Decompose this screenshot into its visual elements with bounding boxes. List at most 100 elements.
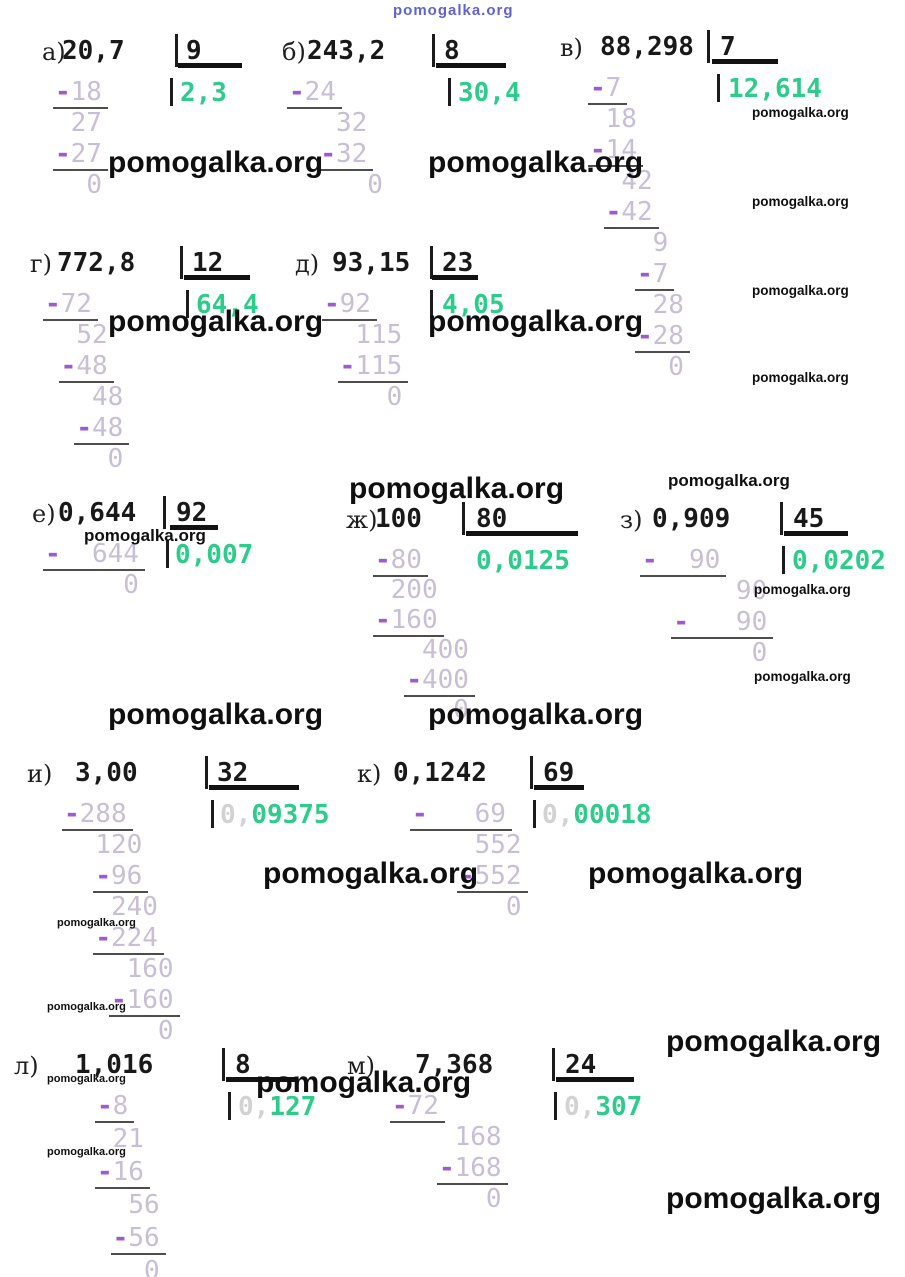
work-pad <box>322 320 353 350</box>
work-number: 42 <box>621 197 653 227</box>
work-number: 200 <box>390 575 438 605</box>
divisor: 9 <box>186 36 202 66</box>
minus-sign: - <box>110 985 127 1015</box>
work-number: 0 <box>505 892 522 922</box>
divisor-rule <box>178 63 242 68</box>
minus-sign: - <box>45 289 61 319</box>
work-number: 92 <box>339 289 371 319</box>
work-number: 28 <box>652 290 684 320</box>
work-row: -7 <box>588 260 675 291</box>
quotient-bar <box>717 74 720 102</box>
work-body: -400 <box>404 666 475 697</box>
work-number: 18 <box>605 104 637 134</box>
divisor: 7 <box>720 32 736 62</box>
work-pad <box>43 444 106 474</box>
work-row: 28 <box>588 291 690 320</box>
work-pad <box>588 197 604 227</box>
work-body: -18 <box>53 78 108 109</box>
quotient: 0,127 <box>238 1092 316 1122</box>
divisor-rule <box>466 531 578 536</box>
work-body: 52 <box>74 321 113 350</box>
work-pad <box>390 1122 453 1152</box>
work-pad <box>640 576 734 606</box>
work-body: -7 <box>588 73 628 105</box>
work-pad <box>588 352 666 382</box>
minus-sign: - <box>320 139 336 169</box>
work-row: 0 <box>390 1185 508 1214</box>
work-row: -72 <box>43 290 98 321</box>
divisor: 23 <box>442 248 474 278</box>
work-pad <box>43 413 74 443</box>
work-number: 644 <box>60 539 139 569</box>
work-number: 56 <box>128 1223 160 1253</box>
work-row: 168 <box>390 1123 508 1152</box>
watermark: pomogalka.org <box>256 1066 472 1099</box>
divisor-rule <box>712 59 778 64</box>
minus-sign: - <box>642 545 658 575</box>
work-body: 0 <box>666 353 690 382</box>
minus-sign: - <box>412 799 428 829</box>
work-row: -24 <box>287 78 342 109</box>
work-row: 9 <box>588 229 674 258</box>
divisor-rule <box>432 275 478 280</box>
divisor-rule <box>170 525 218 530</box>
watermark: pomogalka.org <box>84 526 206 545</box>
quotient-prefix: 0, <box>542 800 574 830</box>
work-body: 0 <box>121 571 145 600</box>
work-row: 0 <box>640 639 773 668</box>
work-number: 48 <box>76 351 108 381</box>
work-row: -115 <box>322 352 409 383</box>
watermark: pomogalka.org <box>47 1073 126 1085</box>
work-number: 32 <box>335 108 368 138</box>
work-row: 200 <box>373 576 444 605</box>
work-number: 9 <box>652 228 669 258</box>
quotient-bar <box>554 1092 557 1120</box>
divisor-rule <box>436 63 506 68</box>
work-number: 48 <box>91 382 124 412</box>
minus-sign: - <box>60 351 77 381</box>
quotient: 0,0125 <box>476 546 570 576</box>
work-number: 7 <box>605 73 622 103</box>
dividend: 0,1242 <box>393 758 487 788</box>
quotient-value: 0,0125 <box>476 546 570 576</box>
work-pad <box>410 830 473 860</box>
work-row: 27 <box>53 109 108 138</box>
watermark: pomogalka.org <box>108 698 324 731</box>
work-pad <box>588 228 651 258</box>
work-row: - 90 <box>640 608 774 639</box>
minus-sign: - <box>95 923 111 953</box>
work-body: -288 <box>62 800 133 831</box>
quotient-value: 127 <box>269 1092 317 1122</box>
watermark: pomogalka.org <box>47 1001 126 1013</box>
work-row: -32 <box>287 139 374 171</box>
work-number: 0 <box>386 382 403 412</box>
quotient-value: 2,3 <box>180 78 227 108</box>
work-body: -24 <box>287 78 342 109</box>
work-body: -168 <box>436 1154 508 1185</box>
work-body: -7 <box>634 260 675 291</box>
work-body: -552 <box>456 861 528 893</box>
work-row: 56 <box>95 1191 166 1220</box>
work-number: 115 <box>355 320 403 350</box>
work-row: -400 <box>373 666 475 697</box>
work-body: 90 <box>734 577 773 606</box>
watermark: pomogalka.org <box>754 669 851 684</box>
quotient-prefix: 0, <box>564 1092 596 1122</box>
quotient-bar <box>782 546 785 574</box>
work-number: 224 <box>110 923 158 953</box>
work-number: 72 <box>60 289 92 319</box>
divisor: 80 <box>476 504 508 534</box>
work-pad <box>390 1153 437 1183</box>
quotient-bar <box>166 540 169 568</box>
work-row: 18 <box>588 105 643 134</box>
work-pad <box>287 108 334 138</box>
problem-label: д) <box>295 250 320 278</box>
quotient-value: 307 <box>595 1092 643 1122</box>
quotient-bar <box>170 78 173 106</box>
work-pad <box>43 320 74 350</box>
work-number: 56 <box>128 1190 160 1220</box>
watermark: pomogalka.org <box>666 1025 882 1058</box>
minus-sign: - <box>458 861 475 891</box>
work-number: 400 <box>421 665 469 695</box>
dividend: 3,00 <box>75 758 138 788</box>
